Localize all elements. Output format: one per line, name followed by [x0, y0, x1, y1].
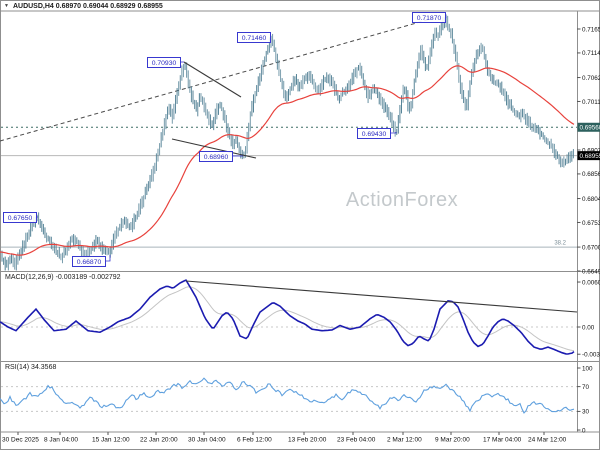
time-tick-label: 24 Mar 12:00 [528, 437, 567, 444]
time-tick-label: 30 Dec 2025 [2, 437, 39, 444]
rsi-pane[interactable] [0, 377, 577, 414]
axis-tick-label: 70 [582, 384, 590, 391]
time-tick-label: 22 Jan 20:00 [140, 437, 178, 444]
trendline [183, 61, 242, 98]
svg-text:0.69560: 0.69560 [580, 125, 600, 132]
price-level-lines[interactable]: 38.2 [0, 17, 577, 248]
svg-text:0.67650: 0.67650 [8, 215, 33, 222]
collapse-triangle-icon[interactable]: ▼ [4, 2, 9, 9]
macd-line [0, 279, 575, 355]
price-label-box[interactable]: 0.70930 [147, 57, 185, 68]
axis-tick-label: 0.67005 [582, 244, 600, 251]
price-label-box[interactable]: 0.67650 [3, 212, 39, 223]
rsi-line [0, 377, 575, 414]
symbol-bar: ▼ AUDUSD,H4 0.68970 0.69044 0.68929 0.68… [4, 1, 163, 11]
price-label-box[interactable]: 0.68960 [199, 151, 244, 162]
svg-text:0.71870: 0.71870 [417, 15, 442, 22]
axis-tick-label: 0.71145 [582, 50, 600, 57]
macd-label: MACD(12,26,9) -0.003189 -0.002792 [5, 274, 121, 281]
fib-382-label: 38.2 [554, 241, 566, 247]
axis-tick-label: 0.71655 [582, 26, 600, 33]
axis-tick-label: 0.006034 [582, 279, 600, 286]
trendline [171, 138, 257, 159]
time-tick-label: 15 Jan 12:00 [92, 437, 130, 444]
svg-text:0.70930: 0.70930 [152, 60, 177, 67]
moving-average-line [0, 65, 575, 256]
price-label-box[interactable]: 0.66870 [72, 255, 111, 267]
candlesticks [1, 14, 574, 271]
time-tick-label: 8 Jan 04:00 [44, 437, 78, 444]
time-tick-label: 23 Feb 04:00 [337, 437, 376, 444]
svg-text:0.69430: 0.69430 [362, 131, 387, 138]
price-flag: 0.68955 [577, 151, 600, 161]
time-tick-label: 30 Jan 04:00 [188, 437, 226, 444]
price-trendlines[interactable] [171, 61, 257, 159]
rsi-axis[interactable]: 100 70 30 0 [577, 365, 593, 434]
time-tick-label: 6 Feb 12:00 [237, 437, 272, 444]
axis-tick-label: 100 [582, 365, 593, 372]
axis-tick-label: 0.66495 [582, 268, 600, 275]
axis-tick-label: 0.69075 [582, 147, 600, 154]
watermark: ActionForex [345, 189, 459, 211]
price-label-box[interactable]: 0.71870 [412, 12, 447, 23]
macd-pane[interactable] [0, 279, 578, 355]
ma-line [0, 65, 575, 256]
symbol-ohlc-text: AUDUSD,H4 0.68970 0.69044 0.68929 0.6895… [12, 2, 163, 10]
axis-tick-label: 30 [582, 409, 590, 416]
time-tick-label: 2 Mar 12:00 [387, 437, 422, 444]
svg-text:0.68960: 0.68960 [204, 154, 229, 161]
macd-signal-line [0, 286, 575, 351]
time-tick-label: 13 Feb 20:00 [288, 437, 327, 444]
svg-text:0.71460: 0.71460 [242, 35, 267, 42]
swing-labels[interactable]: 0.67650 0.66870 0.70930 0.68960 0.71460 0.694… [3, 12, 447, 267]
rsi-label: RSI(14) 34.3568 [5, 364, 57, 371]
axis-tick-label: -0.003651 [582, 352, 600, 359]
axis-tick-label: 0.00 [582, 324, 595, 331]
svg-text:0.66870: 0.66870 [77, 259, 102, 266]
macd-trendline [185, 280, 578, 313]
price-label-box[interactable]: 0.69430 [357, 128, 397, 139]
time-tick-label: 9 Mar 20:00 [435, 437, 470, 444]
time-axis[interactable]: 30 Dec 2025 8 Jan 04:00 15 Jan 12:00 22 Jan… [2, 432, 567, 444]
macd-axis[interactable]: 0.006034 0.00 -0.003651 [577, 279, 600, 359]
time-tick-label: 17 Mar 04:00 [483, 437, 522, 444]
rising-dashed-trendline [0, 17, 435, 142]
price-flag: 0.69560 [577, 122, 600, 132]
axis-tick-label: 0.68565 [582, 171, 600, 178]
axis-tick-label: 0 [582, 427, 586, 434]
price-label-box[interactable]: 0.71460 [237, 32, 272, 43]
svg-text:0.68955: 0.68955 [580, 153, 600, 160]
